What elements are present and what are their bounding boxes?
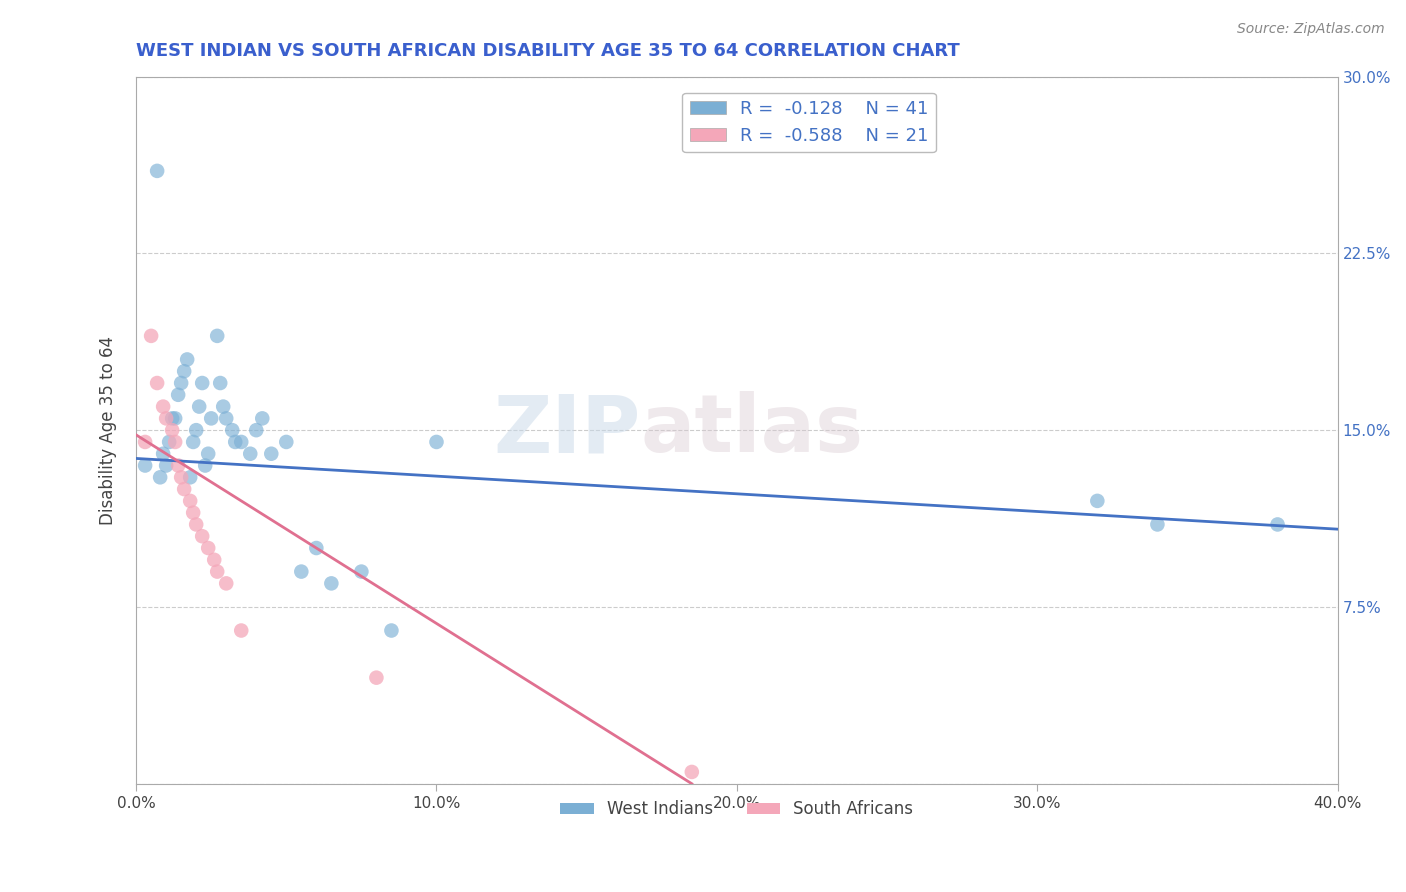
Point [134, 458, 156, 473]
Point [181, 434, 204, 449]
Point [231, 434, 253, 449]
Text: atlas: atlas [641, 392, 863, 469]
Point [350, 565, 373, 579]
Point [149, 470, 172, 484]
Legend: West Indians, South Africans: West Indians, South Africans [554, 794, 920, 825]
Point [197, 447, 219, 461]
Point [215, 576, 238, 591]
Point [205, 565, 228, 579]
Point [134, 434, 156, 449]
Point [176, 352, 198, 367]
Point [157, 434, 180, 449]
Point [181, 506, 204, 520]
Point [179, 494, 201, 508]
Point [152, 447, 174, 461]
Point [200, 411, 222, 425]
Point [167, 388, 190, 402]
Point [212, 400, 235, 414]
Point [231, 624, 253, 638]
Point [186, 423, 208, 437]
Text: Source: ZipAtlas.com: Source: ZipAtlas.com [1237, 22, 1385, 37]
Point [191, 529, 214, 543]
Y-axis label: Disability Age 35 to 64: Disability Age 35 to 64 [100, 335, 117, 524]
Point [188, 400, 211, 414]
Point [366, 671, 388, 685]
Point [205, 329, 228, 343]
Point [170, 376, 193, 390]
Point [321, 576, 343, 591]
Point [165, 434, 187, 449]
Point [152, 400, 174, 414]
Point [139, 329, 162, 343]
Point [1267, 517, 1289, 532]
Point [160, 411, 183, 425]
Point [224, 434, 246, 449]
Point [170, 470, 193, 484]
Point [146, 376, 169, 390]
Point [191, 376, 214, 390]
Point [1085, 494, 1108, 508]
Point [173, 482, 195, 496]
Point [1146, 517, 1168, 532]
Point [380, 624, 402, 638]
Point [290, 565, 312, 579]
Point [202, 553, 225, 567]
Point [239, 447, 262, 461]
Point [425, 434, 447, 449]
Point [221, 423, 243, 437]
Point [276, 434, 298, 449]
Point [681, 764, 703, 779]
Point [146, 164, 169, 178]
Point [215, 411, 238, 425]
Point [209, 376, 232, 390]
Point [260, 447, 283, 461]
Point [160, 423, 183, 437]
Point [155, 411, 177, 425]
Text: ZIP: ZIP [494, 392, 641, 469]
Point [305, 541, 328, 555]
Point [194, 458, 217, 473]
Point [179, 470, 201, 484]
Point [197, 541, 219, 555]
Point [186, 517, 208, 532]
Point [155, 458, 177, 473]
Point [165, 411, 187, 425]
Point [252, 411, 274, 425]
Text: WEST INDIAN VS SOUTH AFRICAN DISABILITY AGE 35 TO 64 CORRELATION CHART: WEST INDIAN VS SOUTH AFRICAN DISABILITY … [136, 42, 960, 60]
Point [167, 458, 190, 473]
Point [245, 423, 267, 437]
Point [173, 364, 195, 378]
